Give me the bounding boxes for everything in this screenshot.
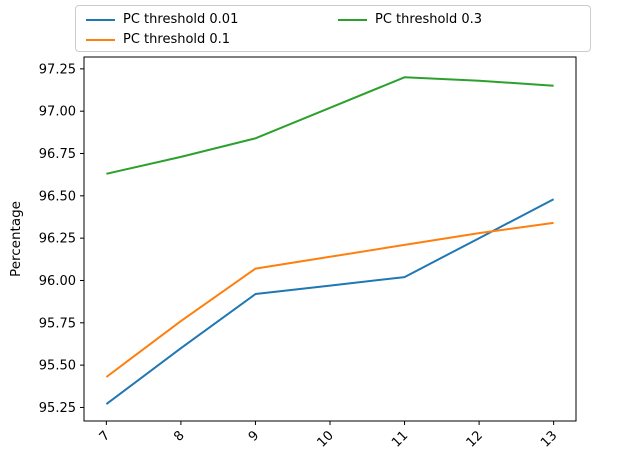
y-tick-label: 97.00 [39,105,76,120]
y-tick-label: 95.25 [39,401,76,416]
y-tick-label: 96.25 [39,232,76,247]
y-tick-label: 95.75 [39,316,76,331]
data-line [106,76,554,175]
legend-line-swatch [338,19,367,21]
x-tick-label: 13 [538,428,560,450]
x-tick-label: 7 [97,428,113,444]
legend-item: PC threshold 0.3 [338,11,482,29]
legend-label: PC threshold 0.1 [123,32,231,47]
legend-line-swatch [86,39,115,41]
y-tick-label: 95.50 [39,359,76,374]
x-tick-label: 9 [246,428,262,444]
legend-line-swatch [86,19,115,21]
legend-label: PC threshold 0.3 [375,12,483,27]
x-tick-label: 10 [315,428,337,450]
x-tick-label: 8 [171,428,187,444]
legend-item: PC threshold 0.01 [86,11,238,29]
y-tick-label: 96.00 [39,274,76,289]
x-tick-label: 12 [464,428,486,450]
legend-label: PC threshold 0.01 [123,12,239,27]
legend: PC threshold 0.01 PC threshold 0.1 PC th… [75,5,591,52]
y-tick-label: 96.50 [39,189,76,204]
legend-item: PC threshold 0.1 [86,31,230,49]
x-tick-label: 11 [389,428,411,450]
y-tick-label: 97.25 [39,62,76,77]
y-tick-label: 96.75 [39,147,76,162]
y-axis-label: Percentage [8,201,24,277]
data-line [105,221,554,378]
data-line [105,198,555,405]
